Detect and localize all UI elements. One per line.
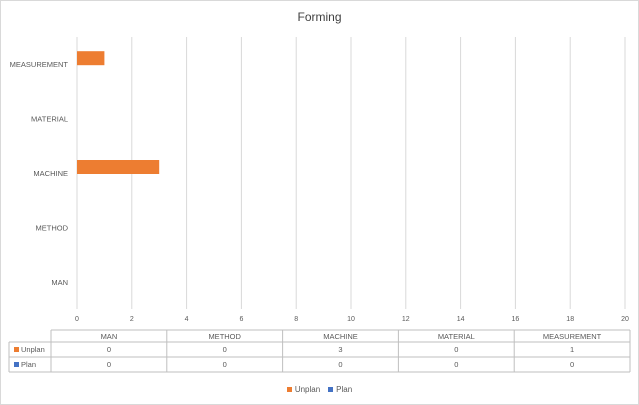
bar-unplan — [77, 51, 105, 66]
table-legend-key — [14, 347, 19, 352]
chart-legend: Unplan Plan — [1, 385, 638, 394]
table-legend-key — [14, 362, 19, 367]
legend-label: Plan — [336, 385, 353, 394]
table-header-cell: MATERIAL — [438, 332, 475, 341]
table-value-cell: 0 — [223, 345, 227, 354]
table-value-cell: 0 — [107, 360, 111, 369]
table-series-label: Unplan — [21, 345, 45, 354]
table-value-cell: 1 — [570, 345, 574, 354]
x-tick-label: 6 — [239, 316, 243, 323]
y-category-label: MAN — [51, 278, 68, 287]
x-tick-label: 14 — [457, 316, 465, 323]
x-tick-label: 4 — [185, 316, 189, 323]
y-category-label: MACHINE — [33, 169, 68, 178]
x-tick-label: 18 — [566, 316, 574, 323]
x-tick-label: 20 — [621, 316, 629, 323]
table-value-cell: 0 — [454, 345, 458, 354]
x-tick-label: 16 — [512, 316, 520, 323]
x-tick-label: 0 — [75, 316, 79, 323]
table-value-cell: 0 — [570, 360, 574, 369]
bar-unplan — [77, 160, 160, 174]
x-tick-label: 12 — [402, 316, 410, 323]
table-header-cell: METHOD — [208, 332, 241, 341]
legend-entry-unplan: Unplan — [286, 385, 321, 394]
y-category-label: MATERIAL — [31, 115, 68, 124]
table-header-cell: MACHINE — [323, 332, 358, 341]
table-header-cell: MEASUREMENT — [543, 332, 602, 341]
y-category-label: METHOD — [36, 223, 69, 232]
x-tick-label: 2 — [130, 316, 134, 323]
x-tick-label: 8 — [294, 316, 298, 323]
table-value-cell: 0 — [338, 360, 342, 369]
x-tick-label: 10 — [347, 316, 355, 323]
table-value-cell: 0 — [223, 360, 227, 369]
table-series-label: Plan — [21, 360, 36, 369]
y-category-label: MEASUREMENT — [10, 60, 69, 69]
table-value-cell: 0 — [107, 345, 111, 354]
chart-title: Forming — [297, 10, 342, 24]
table-value-cell: 0 — [454, 360, 458, 369]
legend-swatch — [286, 387, 292, 392]
table-header-cell: MAN — [101, 332, 118, 341]
legend-swatch — [328, 387, 334, 392]
legend-entry-plan: Plan — [328, 385, 352, 394]
legend-label: Unplan — [294, 385, 321, 394]
table-value-cell: 3 — [338, 345, 342, 354]
